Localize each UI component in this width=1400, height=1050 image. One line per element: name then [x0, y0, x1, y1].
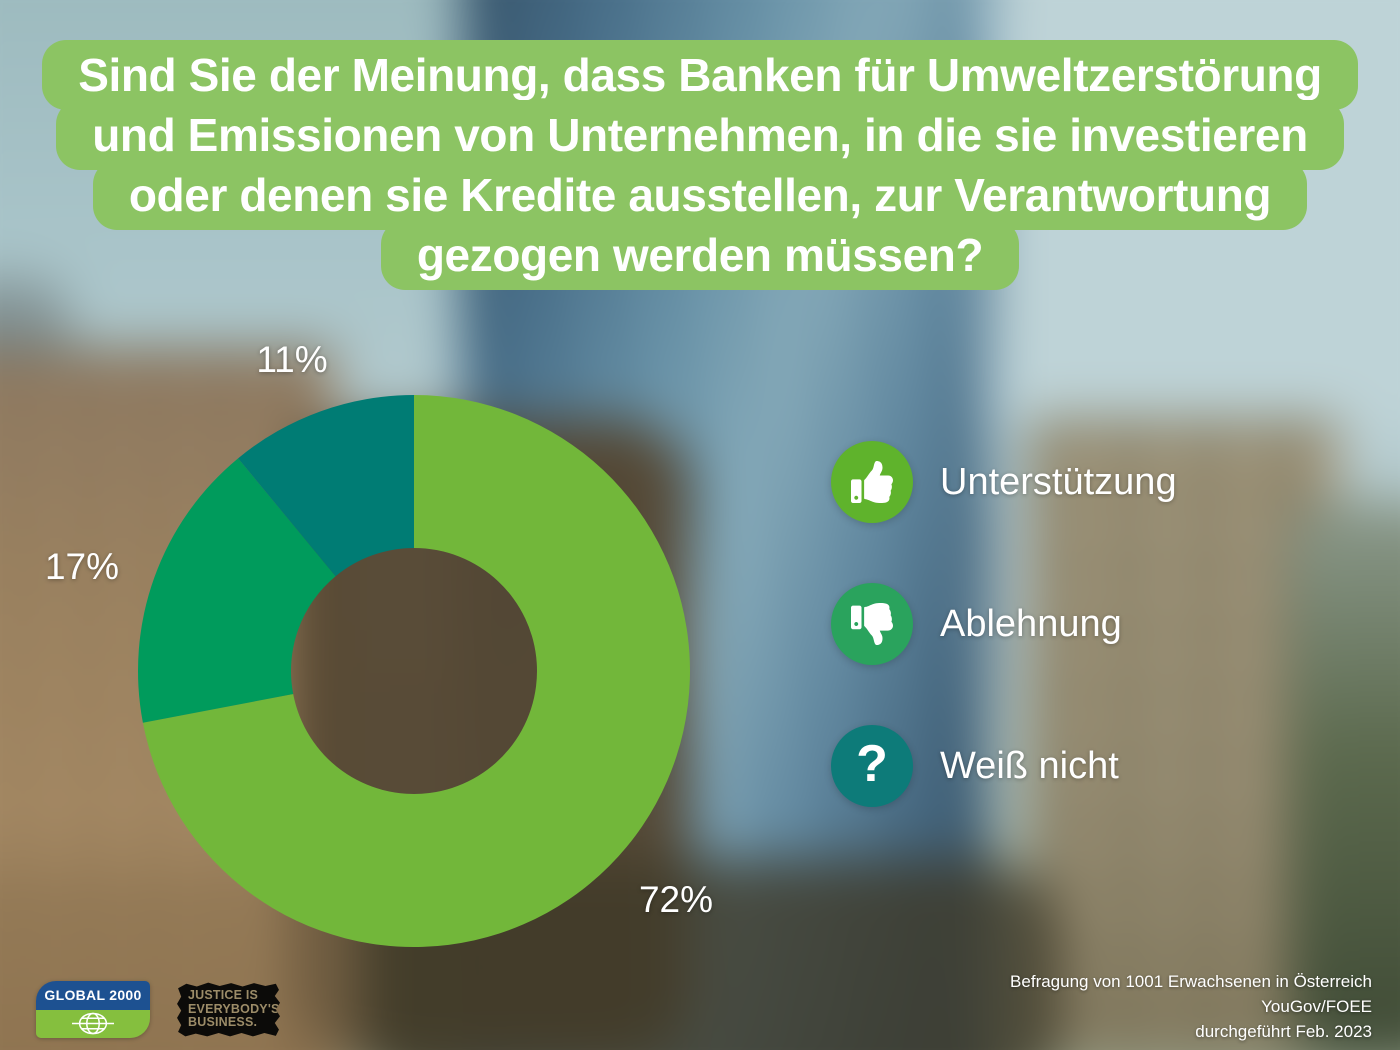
legend-item-weiss-nicht: ? Weiß nicht	[831, 725, 1177, 807]
slice-label-unterstuetzung: 72%	[638, 879, 714, 920]
source-line-3: durchgeführt Feb. 2023	[1195, 1022, 1372, 1041]
slice-label-ablehnung: 17%	[44, 546, 120, 587]
legend: Unterstützung Ablehnung ? Weiß nicht	[831, 441, 1177, 807]
legend-label: Unterstützung	[940, 460, 1177, 503]
source-note: Befragung von 1001 Erwachsenen in Österr…	[1010, 969, 1372, 1044]
question-mark-icon: ?	[831, 725, 913, 807]
donut-slice-17	[138, 458, 336, 723]
justice-badge: JUSTICE IS EVERYBODY'S BUSINESS.	[177, 982, 280, 1037]
source-line-1: Befragung von 1001 Erwachsenen in Österr…	[1010, 972, 1372, 991]
donut-chart	[138, 395, 690, 947]
bg-right-building	[1030, 420, 1340, 1050]
logo-row: GLOBAL 2000 JUSTICE IS EVERYBODY'S BUSIN…	[36, 981, 280, 1038]
donut-slice-72	[142, 395, 690, 947]
legend-label: Weiß nicht	[940, 744, 1119, 787]
donut-slice-11	[238, 395, 414, 577]
global-2000-logo: GLOBAL 2000	[36, 981, 150, 1038]
title-line-2: und Emissionen von Unternehmen, in die s…	[56, 100, 1344, 170]
globe-icon	[36, 1009, 150, 1038]
title-line-4: gezogen werden müssen?	[380, 220, 1020, 290]
thumbs-up-icon	[831, 441, 913, 523]
title-line-3: oder denen sie Kredite ausstellen, zur V…	[92, 160, 1308, 230]
legend-item-unterstuetzung: Unterstützung	[831, 441, 1177, 523]
slice-label-weiss-nicht: 11%	[256, 339, 328, 380]
thumbs-down-icon	[831, 583, 913, 665]
global-2000-wordmark: GLOBAL 2000	[36, 981, 150, 1010]
legend-label: Ablehnung	[940, 602, 1122, 645]
legend-item-ablehnung: Ablehnung	[831, 583, 1177, 665]
question-title: Sind Sie der Meinung, dass Banken für Um…	[0, 40, 1400, 290]
bg-far-right-trees	[1290, 500, 1400, 1050]
title-line-1: Sind Sie der Meinung, dass Banken für Um…	[42, 40, 1358, 110]
source-line-2: YouGov/FOEE	[1261, 997, 1372, 1016]
